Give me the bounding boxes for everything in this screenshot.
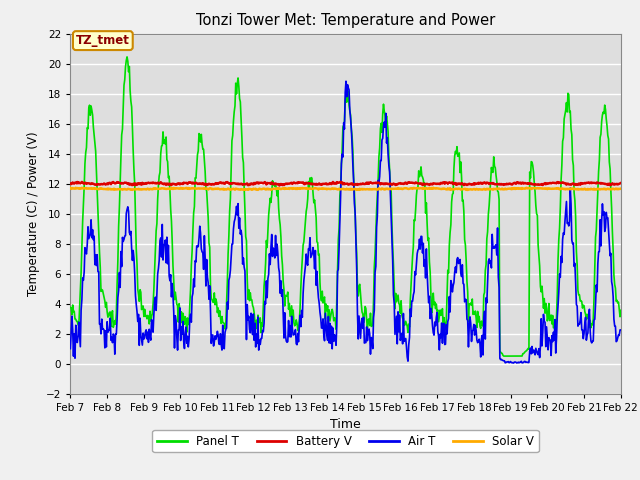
Title: Tonzi Tower Met: Temperature and Power: Tonzi Tower Met: Temperature and Power	[196, 13, 495, 28]
X-axis label: Time: Time	[330, 418, 361, 431]
Y-axis label: Temperature (C) / Power (V): Temperature (C) / Power (V)	[28, 132, 40, 296]
Text: TZ_tmet: TZ_tmet	[76, 34, 130, 47]
Legend: Panel T, Battery V, Air T, Solar V: Panel T, Battery V, Air T, Solar V	[152, 430, 539, 453]
